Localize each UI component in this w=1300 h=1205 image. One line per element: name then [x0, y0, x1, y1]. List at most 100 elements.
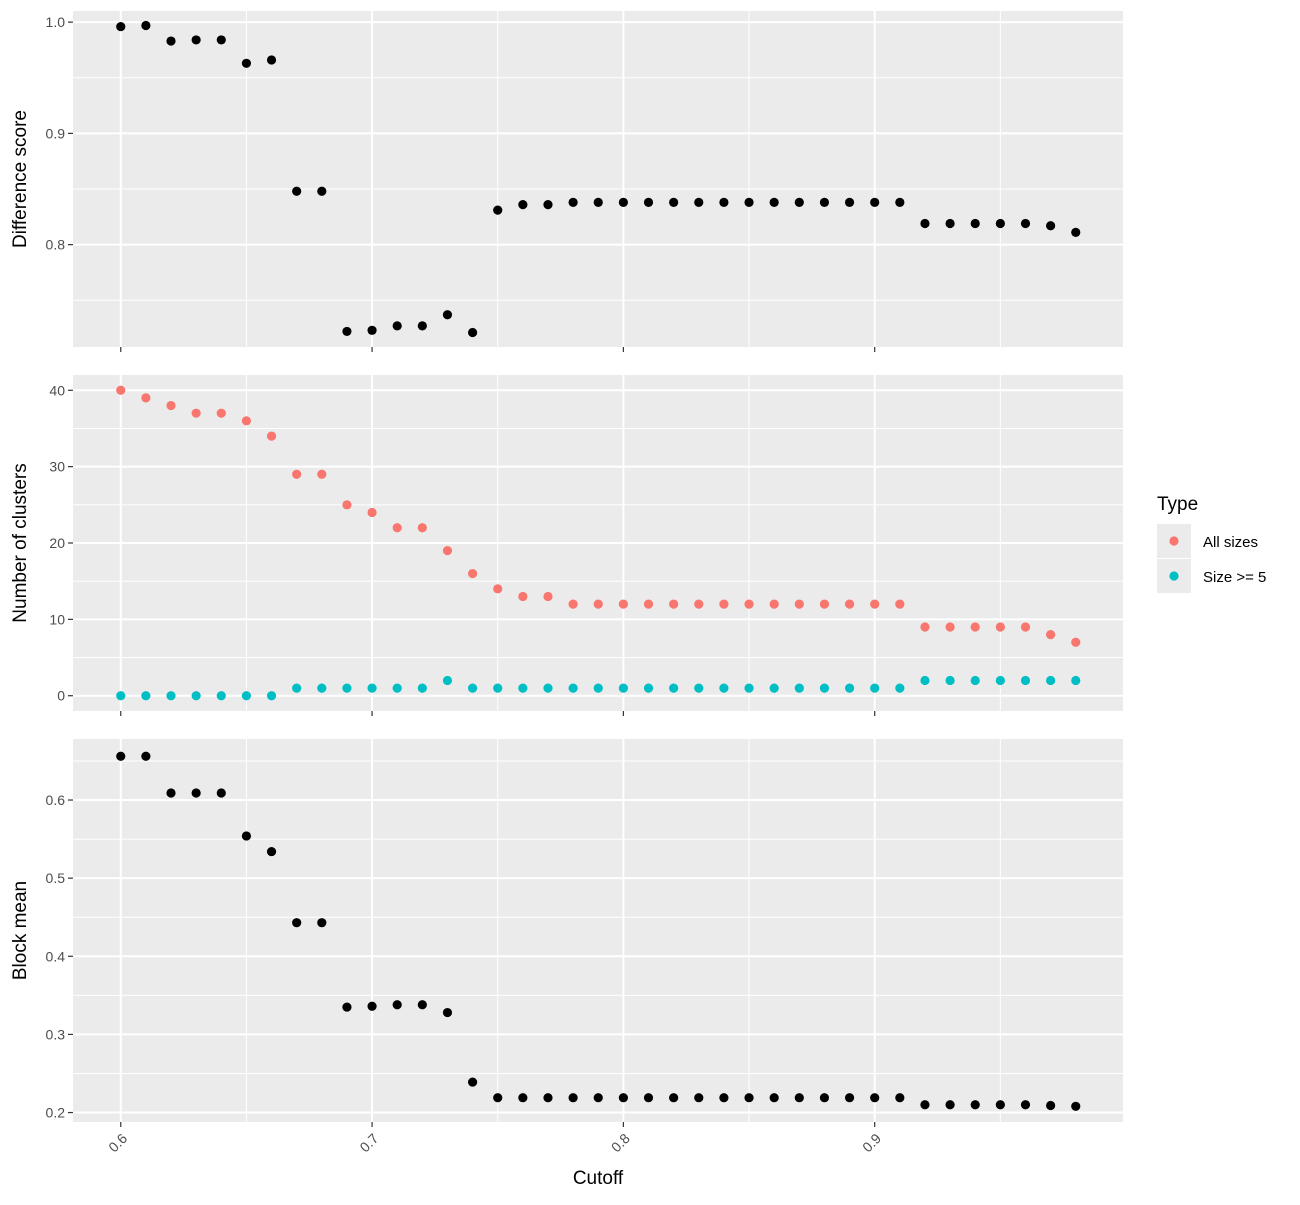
data-point: [794, 683, 804, 693]
data-point: [719, 197, 729, 207]
data-point: [342, 500, 352, 510]
data-point: [744, 599, 754, 609]
data-point: [870, 683, 880, 693]
data-point: [317, 683, 327, 693]
legend-key-point: [1169, 571, 1179, 581]
data-point: [719, 683, 729, 693]
data-point: [945, 622, 955, 632]
data-point: [216, 408, 226, 418]
data-point: [467, 1077, 478, 1087]
data-point: [1020, 1100, 1031, 1110]
series-size-5: [116, 675, 1081, 701]
data-point: [442, 546, 453, 556]
data-point: [216, 691, 226, 701]
data-point: [292, 918, 302, 928]
data-point: [744, 197, 754, 207]
y-tick-label: 0.9: [46, 125, 66, 141]
data-point: [1020, 675, 1031, 686]
data-point: [241, 831, 252, 841]
data-point: [819, 683, 830, 693]
legend-title: Type: [1157, 494, 1198, 515]
data-point: [166, 400, 176, 411]
data-point: [1020, 622, 1031, 632]
data-point: [266, 55, 277, 65]
data-point: [367, 325, 377, 335]
data-point: [342, 683, 352, 693]
data-point: [844, 197, 855, 207]
data-point: [543, 1093, 553, 1103]
data-point: [895, 683, 905, 693]
data-point: [643, 599, 654, 609]
data-point: [694, 683, 704, 693]
y-tick-label: 30: [49, 459, 65, 475]
data-point: [1046, 630, 1056, 640]
data-point: [618, 197, 628, 207]
panel-background: [73, 11, 1123, 347]
data-point: [116, 691, 126, 701]
data-point: [1071, 637, 1081, 647]
data-point: [568, 683, 578, 693]
data-point: [643, 1093, 654, 1103]
data-point: [895, 1093, 905, 1103]
data-point: [342, 1002, 352, 1012]
data-point: [794, 599, 804, 609]
data-point: [1071, 227, 1081, 238]
data-point: [744, 683, 754, 693]
data-point: [442, 1007, 453, 1018]
data-point: [970, 218, 980, 229]
data-point: [392, 523, 402, 533]
data-point: [920, 218, 930, 229]
y-tick-label: 20: [49, 535, 65, 551]
data-point: [819, 1093, 830, 1103]
data-point: [191, 408, 201, 418]
data-point: [367, 683, 377, 693]
data-point: [618, 599, 628, 609]
y-tick-label: 0.8: [46, 237, 66, 253]
data-point: [995, 218, 1005, 229]
data-point: [543, 683, 553, 693]
data-point: [241, 58, 252, 68]
y-tick-label: 10: [49, 611, 65, 627]
data-point: [292, 469, 302, 479]
data-point: [669, 683, 679, 693]
data-point: [317, 469, 327, 479]
data-point: [342, 326, 352, 337]
data-point: [794, 197, 804, 207]
data-point: [920, 1100, 930, 1110]
data-point: [493, 683, 503, 693]
data-point: [467, 327, 478, 338]
data-point: [543, 591, 553, 602]
data-point: [141, 20, 151, 31]
data-point: [769, 1093, 779, 1103]
data-point: [643, 197, 654, 207]
data-point: [794, 1093, 804, 1103]
data-point: [292, 683, 302, 693]
data-point: [870, 1093, 880, 1103]
data-point: [669, 599, 679, 609]
data-point: [467, 683, 478, 693]
data-point: [191, 788, 201, 798]
data-point: [166, 691, 176, 701]
data-point: [769, 197, 779, 207]
facet-panel-2: 0 10 20 30 40 Number of clusters: [10, 375, 1123, 716]
data-point: [266, 846, 277, 857]
data-point: [518, 683, 528, 693]
data-point: [392, 1000, 402, 1010]
data-point: [442, 675, 453, 686]
data-point: [995, 1100, 1005, 1110]
x-axis-title: Cutoff: [573, 1168, 624, 1189]
data-point: [744, 1093, 754, 1103]
data-point: [618, 683, 628, 693]
data-point: [216, 788, 226, 798]
data-point: [367, 507, 377, 518]
data-point: [769, 599, 779, 609]
data-point: [895, 599, 905, 609]
data-point: [970, 622, 980, 632]
data-point: [493, 584, 503, 594]
panel-background: [73, 739, 1123, 1122]
data-point: [895, 197, 905, 207]
data-point: [945, 1100, 955, 1110]
data-point: [317, 918, 327, 928]
